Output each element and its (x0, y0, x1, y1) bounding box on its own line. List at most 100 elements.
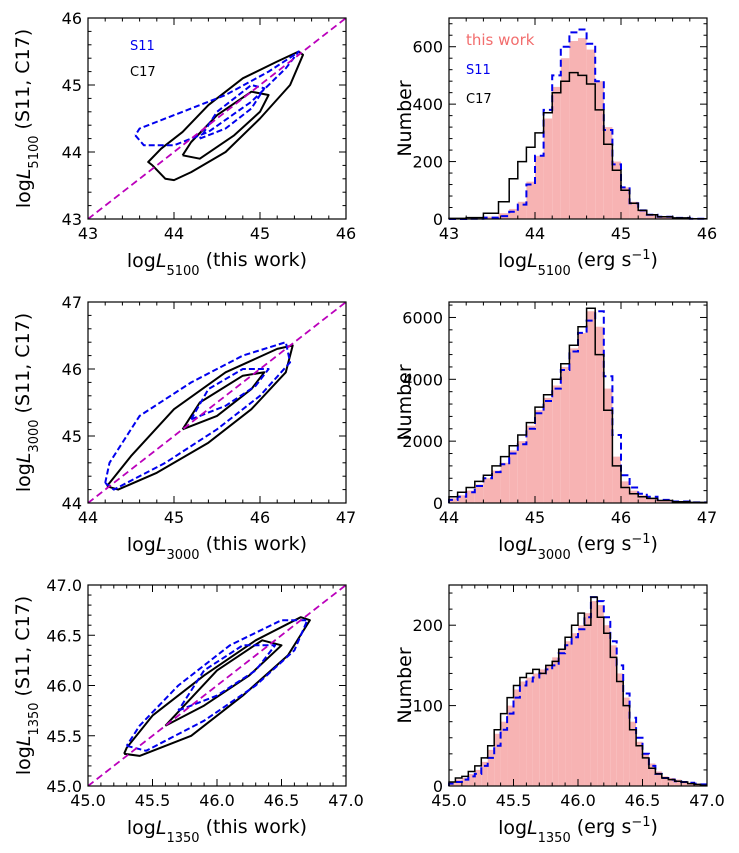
legend-c17: C17 (466, 92, 492, 107)
x-tick-label: 44 (164, 224, 184, 243)
y-tick-label: 0 (433, 210, 443, 229)
hist-bar-this-work (642, 753, 649, 786)
hist-bar-this-work (535, 410, 544, 503)
plot-frame (87, 301, 347, 504)
axes-hist_1350: 45.0 45.5 46.0 46.5 47.0 0 100 200 (412, 584, 725, 810)
hist-bar-this-work (586, 311, 596, 503)
x-tick-label: 45.5 (496, 791, 532, 810)
x-tick-label: 44 (439, 508, 459, 527)
hist-step-c17 (448, 307, 707, 504)
hist-bar-this-work (621, 481, 630, 503)
hist-bar-this-work (481, 761, 488, 786)
contour-c17-inner (164, 639, 283, 727)
ylabel-contour_1350: logL1350 (S11, C17) (12, 596, 42, 775)
hist-step-c17 (448, 596, 707, 786)
y-tick-label: 46 (62, 9, 82, 28)
hist-bar-this-work (586, 49, 596, 220)
legend-this-work: this work (466, 31, 535, 49)
hist-bar-this-work (474, 484, 484, 503)
contour-1-1 (88, 302, 346, 503)
y-tick-label: 6000 (402, 308, 443, 327)
hist-bar-this-work (648, 763, 656, 786)
hist-bar-this-work (509, 208, 518, 219)
hist-bar-this-work (468, 773, 475, 786)
contour-1-1 (88, 585, 346, 786)
x-tick-label: 46 (336, 224, 356, 243)
x-tick-label: 46.0 (199, 791, 235, 810)
x-tick-label: 46.5 (264, 791, 300, 810)
y-tick-label: 200 (412, 153, 443, 172)
axes-contour_3000: 44 45 46 47 44 45 46 47 (62, 293, 357, 527)
y-tick-label: 4000 (402, 370, 443, 389)
hist-bar-this-work (526, 425, 535, 503)
hist-bar-this-work (629, 201, 639, 219)
y-tick-label: 100 (412, 697, 443, 716)
hist-bar-this-work (638, 210, 647, 219)
hist-bar-this-work (565, 641, 572, 786)
legend-c17: C17 (130, 65, 156, 80)
y-tick-label: 46.0 (46, 677, 82, 696)
hist-bar-this-work (571, 633, 578, 786)
hist-bar-this-work (636, 741, 643, 786)
x-tick-label: 46.0 (560, 791, 596, 810)
hist-bar-this-work (457, 495, 467, 503)
x-tick-label: 47 (336, 508, 356, 527)
legend-s11: S11 (466, 63, 491, 78)
hist-bar-this-work (621, 187, 630, 219)
hist-bar-this-work (629, 490, 639, 503)
hist-bar-this-work (661, 776, 669, 786)
hist-bar-this-work (543, 118, 553, 219)
x-tick-label: 45 (164, 508, 184, 527)
contour-c17-outer (123, 616, 311, 757)
plot-frame (448, 17, 708, 220)
y-tick-label: 47 (62, 293, 82, 312)
hist-bar-this-work (578, 332, 587, 503)
xlabel-hist_5100: logL5100 (erg s−1) (498, 248, 658, 279)
y-tick-label: 45 (62, 427, 82, 446)
hist-bar-this-work (513, 689, 520, 786)
hist-bar-this-work (507, 705, 514, 786)
hist-bar-this-work (646, 214, 658, 219)
hist-bar-this-work (578, 38, 587, 219)
hist-bar-this-work (603, 127, 613, 219)
y-tick-label: 0 (433, 777, 443, 796)
contour-s11-outer (104, 341, 292, 491)
hist-bar-this-work (612, 161, 621, 219)
hist-bar-this-work (539, 669, 546, 786)
hist-bar-this-work (492, 470, 501, 503)
hist-bar-this-work (474, 769, 482, 786)
x-tick-label: 45.5 (135, 791, 171, 810)
hist-bar-this-work (543, 397, 553, 503)
hist-bar-this-work (449, 498, 458, 503)
hist-bar-this-work (569, 40, 578, 219)
hist-bar-this-work (517, 441, 527, 503)
hist-bar-this-work (657, 500, 673, 503)
x-tick-label: 44 (525, 224, 545, 243)
plot-area-hist_1350 (448, 596, 707, 786)
axes-hist_5100: 43 44 45 46 0 200 400 600 (412, 17, 717, 243)
hist-bar-this-work (552, 86, 561, 220)
x-tick-label: 47.0 (689, 791, 725, 810)
hist-bar-this-work (646, 498, 658, 503)
x-tick-label: 45 (611, 224, 631, 243)
ylabel-hist_5100: Number (394, 80, 416, 157)
ylabel-hist_1350: Number (394, 647, 416, 724)
hist-bar-this-work (610, 645, 617, 786)
hist-bar-this-work (526, 181, 535, 219)
hist-bar-this-work (509, 450, 518, 503)
hist-bar-this-work (500, 462, 510, 503)
y-tick-label: 45 (62, 76, 82, 95)
plot-area-hist_3000 (448, 307, 707, 504)
hist-bar-this-work (655, 771, 662, 786)
hist-bar-this-work (500, 721, 508, 786)
x-tick-label: 45.0 (431, 791, 467, 810)
xlabel-contour_5100: logL5100 (this work) (127, 249, 307, 279)
y-tick-label: 2000 (402, 432, 443, 451)
y-tick-label: 45.0 (46, 777, 82, 796)
axes-contour_5100: 43 44 45 46 43 44 45 46 (62, 9, 357, 243)
plot-area-contour_5100 (88, 18, 346, 219)
hist-step-s11 (449, 28, 707, 220)
x-tick-label: 45 (250, 224, 270, 243)
x-tick-label: 46.5 (625, 791, 661, 810)
